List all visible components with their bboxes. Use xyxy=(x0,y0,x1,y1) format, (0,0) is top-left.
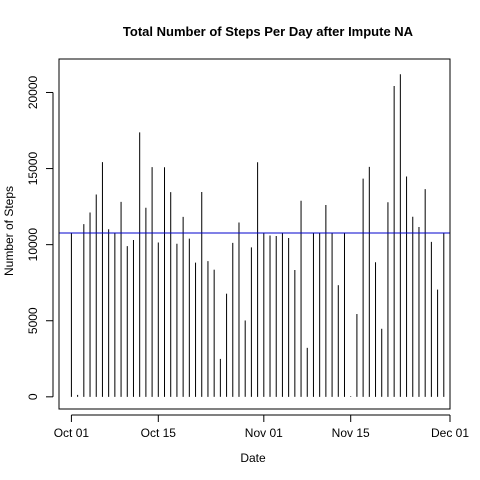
x-tick-label: Dec 01 xyxy=(431,426,469,440)
x-tick-label: Nov 01 xyxy=(245,426,283,440)
plot-frame xyxy=(58,58,451,410)
x-tick-label: Nov 15 xyxy=(332,426,370,440)
x-axis-label: Date xyxy=(240,451,266,465)
x-tick-label: Oct 01 xyxy=(54,426,90,440)
bars xyxy=(70,74,445,397)
y-tick-label: 0 xyxy=(26,393,40,400)
y-axis-label: Number of Steps xyxy=(2,186,16,276)
y-tick-label: 15000 xyxy=(26,152,40,186)
x-axis: Oct 01 Oct 15 Nov 01 Nov 15 Dec 01 xyxy=(54,414,469,440)
y-tick-label: 20000 xyxy=(26,75,40,109)
y-tick-label: 10000 xyxy=(26,228,40,262)
y-axis: 0 5000 10000 15000 20000 xyxy=(26,75,54,400)
x-tick-label: Oct 15 xyxy=(141,426,177,440)
y-tick-label: 5000 xyxy=(26,307,40,334)
chart-title: Total Number of Steps Per Day after Impu… xyxy=(123,24,414,39)
